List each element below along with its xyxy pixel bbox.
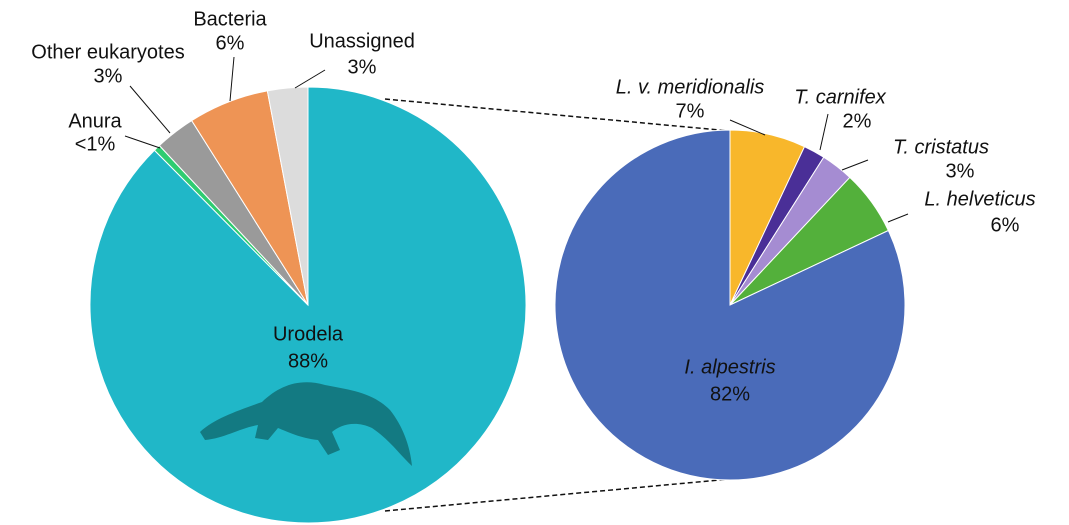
slice-value-label: 2% bbox=[843, 110, 872, 132]
slice-label: L. v. meridionalis bbox=[616, 76, 765, 98]
chart: Urodela88%Anura<1%Other eukaryotes3%Bact… bbox=[0, 0, 1069, 525]
slice-value-label: 6% bbox=[216, 32, 245, 54]
slice-label: T. cristatus bbox=[893, 136, 989, 158]
slice-value-label: 82% bbox=[710, 383, 750, 405]
slice-value-label: 88% bbox=[288, 350, 328, 372]
leader-line bbox=[230, 57, 234, 101]
leader-line bbox=[295, 70, 325, 88]
slice-label: Anura bbox=[68, 110, 122, 132]
slice-value-label: 3% bbox=[348, 56, 377, 78]
slice-value-label: 3% bbox=[946, 160, 975, 182]
leader-line bbox=[125, 136, 160, 148]
connector-line bbox=[385, 479, 730, 511]
leader-line bbox=[130, 86, 170, 133]
leader-line bbox=[842, 160, 868, 170]
slice-label: Urodela bbox=[273, 323, 344, 345]
slice-label: I. alpestris bbox=[684, 356, 775, 378]
slice-value-label: 6% bbox=[991, 214, 1020, 236]
slice-value-label: 3% bbox=[94, 65, 123, 87]
slice-label: T. carnifex bbox=[794, 86, 887, 108]
slice-value-label: <1% bbox=[75, 133, 116, 155]
leader-line bbox=[888, 214, 908, 222]
slice-label: Bacteria bbox=[193, 8, 267, 30]
slice-label: L. helveticus bbox=[924, 188, 1035, 210]
leader-line bbox=[820, 114, 828, 150]
slice-label: Other eukaryotes bbox=[31, 41, 184, 63]
slice-value-label: 7% bbox=[676, 100, 705, 122]
slice-label: Unassigned bbox=[309, 30, 415, 52]
